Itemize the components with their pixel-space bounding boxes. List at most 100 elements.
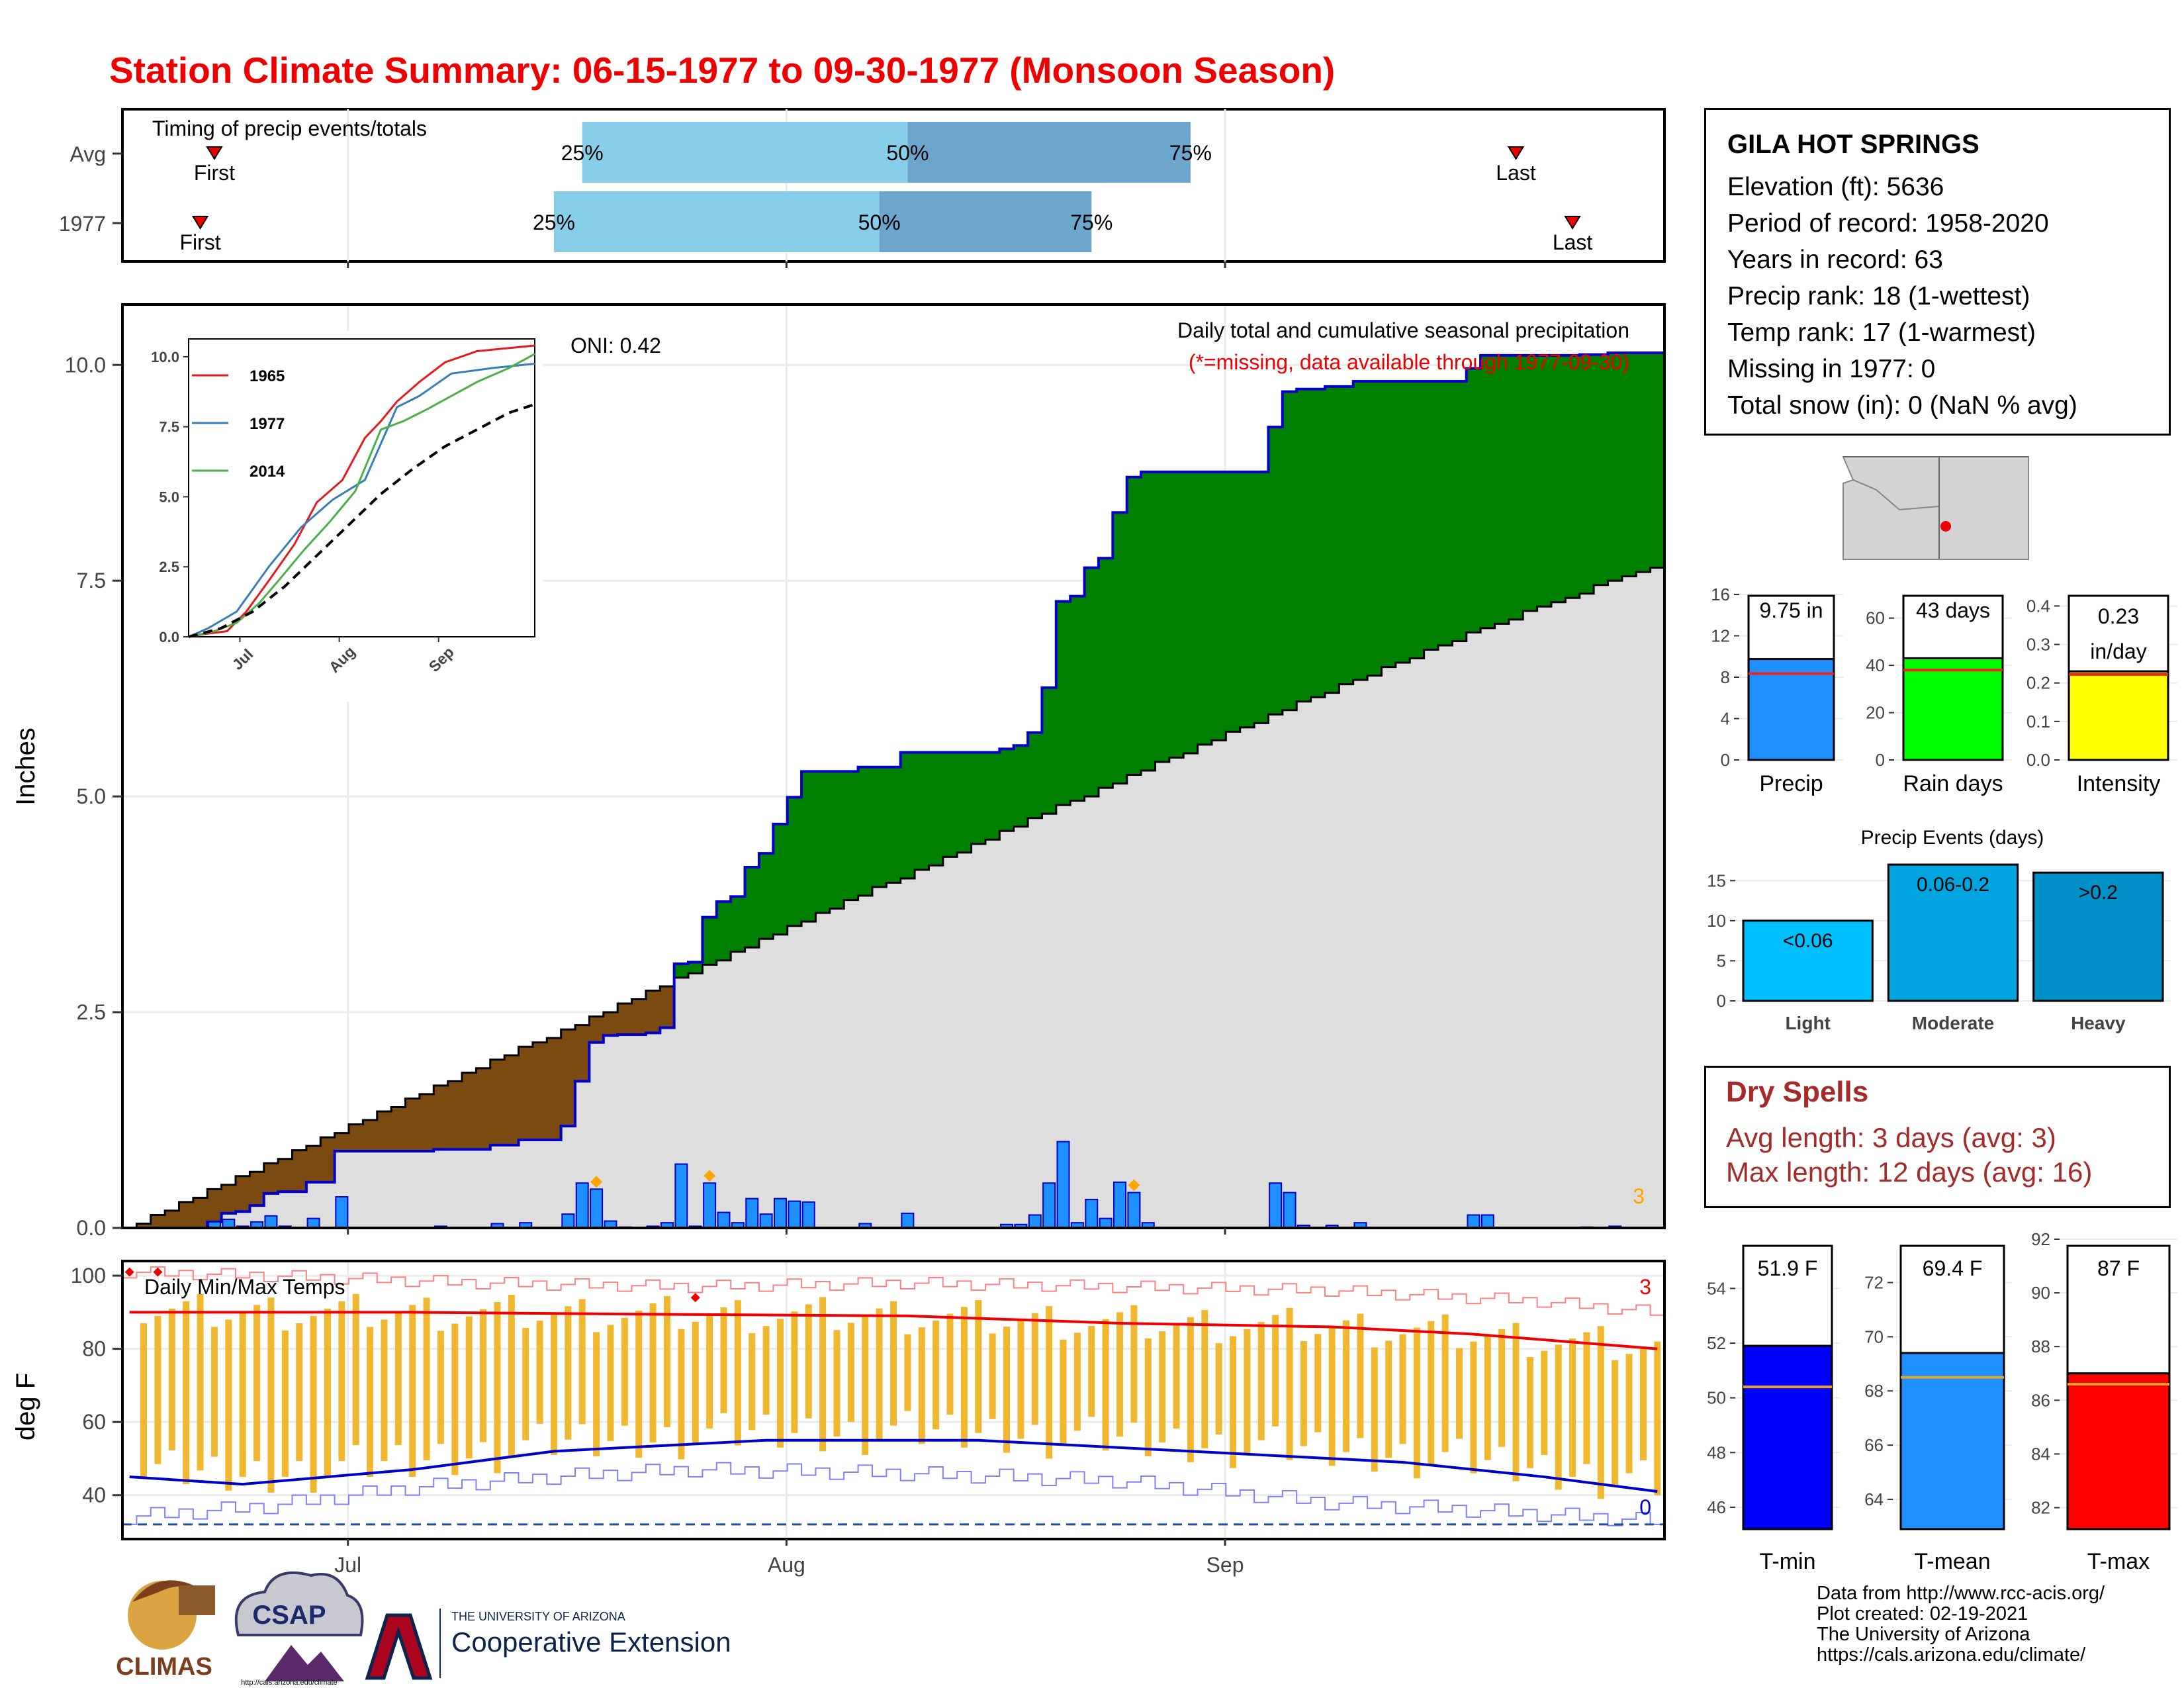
totals-category-label: Precip (1759, 771, 1823, 796)
above-average-fill (1466, 368, 1481, 633)
daily-temp-range-bar (1201, 1310, 1208, 1448)
daily-temp-range-bar (1555, 1344, 1562, 1490)
daily-temp-range-bar (833, 1330, 841, 1437)
daily-temp-range-bar (776, 1319, 784, 1448)
inset-frame (188, 338, 535, 637)
precip-y-tick-label: 7.5 (77, 569, 106, 592)
csap-mountain-icon (265, 1645, 344, 1681)
tmeans-y-tick-label: 92 (2031, 1229, 2050, 1249)
below-average-fill (250, 1172, 265, 1206)
daily-precip-bar (1269, 1182, 1283, 1229)
above-average-fill (745, 867, 760, 948)
tmeans-y-tick-label: 68 (1864, 1381, 1884, 1401)
record-max-line (122, 1266, 1664, 1316)
daily-temp-range-bar (140, 1323, 148, 1478)
daily-temp-range-bar (1612, 1360, 1619, 1486)
daily-temp-range-bar (565, 1306, 572, 1440)
quartile-label-25: 25% (561, 141, 604, 165)
daily-temp-range-bar (1286, 1307, 1293, 1460)
above-average-fill (1424, 381, 1439, 650)
daily-temp-range-bar (168, 1308, 175, 1450)
timing-title: Timing of precip events/totals (152, 117, 427, 140)
precip-y-tick-label: 2.5 (77, 1000, 106, 1024)
daily-temp-range-bar (338, 1301, 345, 1462)
dry-spells-title: Dry Spells (1726, 1076, 1869, 1108)
above-average-fill (758, 853, 774, 939)
events-y-tick-label: 0 (1717, 991, 1726, 1011)
daily-temp-range-bar (409, 1305, 416, 1477)
daily-temp-range-bar (1272, 1315, 1279, 1427)
above-average-fill (957, 752, 972, 853)
daily-temp-range-bar (210, 1327, 218, 1457)
above-average-fill (1608, 353, 1623, 581)
tmeans-category-label: T-mean (1914, 1549, 1990, 1574)
temp-y-tick-label: 60 (82, 1410, 106, 1434)
above-average-fill (702, 917, 717, 965)
observed-cumulative-line (122, 352, 1664, 1229)
daily-temp-range-bar (1371, 1347, 1378, 1472)
daily-temp-range-bar (465, 1316, 473, 1459)
above-average-fill (1410, 381, 1425, 659)
quartile-label-50: 50% (886, 141, 929, 165)
daily-temp-range-bar (239, 1312, 246, 1477)
inset-series-line (188, 353, 535, 638)
daily-temp-range-bar (1244, 1329, 1251, 1454)
tmeans-y-tick-label: 48 (1707, 1442, 1726, 1462)
daily-temp-range-bar (324, 1308, 331, 1477)
above-average-fill (773, 823, 788, 935)
above-average-fill (1579, 354, 1594, 594)
temp-frame (121, 1260, 1666, 1540)
events-title: Precip Events (days) (1861, 827, 2044, 849)
daily-temp-range-bar (183, 1301, 190, 1485)
above-average-fill (844, 771, 859, 900)
above-average-fill (1452, 381, 1467, 641)
totals-label-box (2068, 594, 2169, 673)
above-average-fill (1226, 471, 1241, 732)
daily-precip-bar (1467, 1214, 1480, 1229)
above-average-fill (915, 752, 930, 870)
timing-row-label: 1977 (59, 212, 106, 236)
tmeans-y-tick-label: 46 (1707, 1497, 1726, 1517)
daily-temp-range-bar (1088, 1326, 1095, 1417)
daily-temp-range-bar (635, 1310, 643, 1458)
events-bar (1742, 919, 1874, 1002)
totals-y-tick-label: 0.2 (2026, 673, 2050, 693)
below-average-fill (278, 1158, 293, 1192)
daily-temp-range-bar (904, 1334, 911, 1411)
csap-url: http://cals.arizona.edu/climate (241, 1679, 338, 1687)
tmeans-label-box (2066, 1244, 2171, 1375)
precip-annotation-title: Daily total and cumulative seasonal prec… (1177, 318, 1629, 342)
oni-label: ONI: 0.42 (570, 334, 661, 357)
daily-temp-range-bar (862, 1315, 869, 1455)
daily-precip-bar (674, 1163, 688, 1229)
below-average-fill (589, 1016, 604, 1043)
below-average-fill (207, 1189, 222, 1222)
quartile-bar-50-75 (879, 191, 1092, 252)
daily-temp-range-bar (1428, 1321, 1435, 1466)
above-average-fill (1183, 471, 1199, 753)
above-average-fill (674, 964, 689, 978)
station-detail-line: Missing in 1977: 0 (1727, 355, 1936, 383)
below-average-fill (377, 1111, 392, 1151)
daily-temp-range-bar (918, 1327, 925, 1444)
daily-precip-bar (901, 1212, 915, 1229)
above-average-fill (1126, 477, 1142, 775)
daily-temp-range-bar (876, 1308, 883, 1440)
events-bin-label: <0.06 (1783, 930, 1833, 952)
daily-temp-range-bar (154, 1315, 161, 1464)
totals-y-tick-label: 60 (1866, 608, 1885, 628)
month-tick-label: Aug (768, 1553, 805, 1577)
above-average-fill (815, 771, 831, 914)
daily-temp-range-bar (946, 1313, 954, 1415)
totals-y-tick-label: 16 (1711, 585, 1730, 604)
daily-precip-bar (335, 1196, 349, 1229)
average-min-line (129, 1438, 1658, 1493)
climas-logo-text: CLIMAS (116, 1653, 212, 1681)
above-average-fill (1211, 471, 1226, 741)
tmeans-category-label: T-max (2087, 1549, 2150, 1574)
credit-line: The University of Arizona (1817, 1624, 2030, 1645)
daily-precip-bar (1028, 1214, 1042, 1229)
daily-precip-bar (1113, 1181, 1127, 1229)
daily-temp-range-bar (480, 1309, 487, 1442)
inset-y-tick-label: 0.0 (159, 629, 179, 645)
